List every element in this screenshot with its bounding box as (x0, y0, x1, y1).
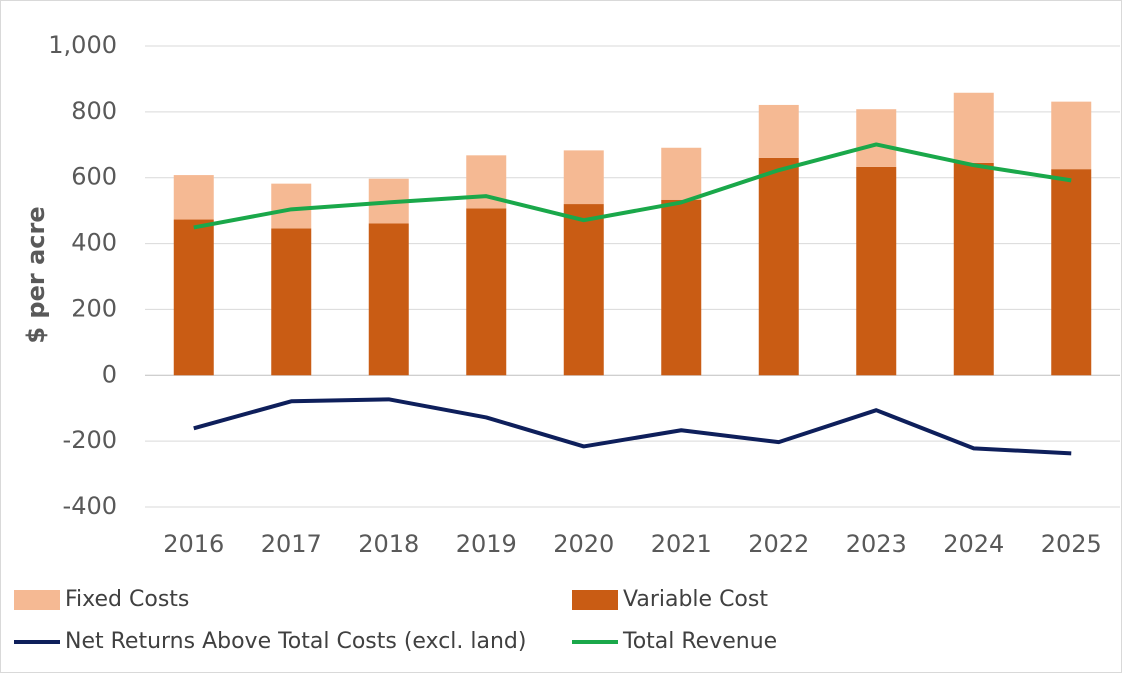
bar (953, 92, 994, 163)
x-tick-label: 2023 (846, 530, 907, 558)
y-tick-label: -200 (63, 426, 117, 454)
legend-swatch (14, 590, 60, 610)
legend-label: Total Revenue (622, 629, 777, 654)
legend-label: Net Returns Above Total Costs (excl. lan… (65, 629, 526, 654)
x-tick-label: 2020 (553, 530, 614, 558)
y-axis-label: $ per acre (22, 206, 50, 343)
y-tick-label: -400 (63, 492, 117, 520)
bar (1051, 169, 1092, 376)
line (193, 397, 1072, 456)
legend-swatch (572, 590, 618, 610)
bar (1051, 101, 1092, 170)
y-tick-label: 0 (102, 360, 117, 388)
bar (271, 228, 312, 376)
y-tick-label: 400 (71, 229, 117, 257)
line (193, 142, 1072, 230)
bar (173, 175, 214, 220)
bar (173, 219, 214, 376)
x-tick-label: 2018 (358, 530, 419, 558)
x-tick-label: 2021 (651, 530, 712, 558)
x-tick-label: 2024 (943, 530, 1004, 558)
bar (661, 147, 702, 200)
bar (758, 104, 799, 158)
y-tick-label: 1,000 (48, 31, 117, 59)
bar (563, 204, 604, 376)
bar (856, 166, 897, 376)
legend-label: Fixed Costs (65, 587, 189, 612)
legend-label: Variable Cost (623, 587, 768, 612)
bar (271, 183, 312, 229)
bar (856, 109, 897, 167)
y-tick-label: 800 (71, 97, 117, 125)
x-tick-label: 2019 (456, 530, 517, 558)
bar (953, 162, 994, 376)
bar (758, 157, 799, 376)
bar (368, 223, 409, 376)
y-tick-label: 600 (71, 163, 117, 191)
x-tick-label: 2017 (261, 530, 322, 558)
x-tick-label: 2025 (1041, 530, 1102, 558)
bar (661, 199, 702, 376)
x-tick-label: 2022 (748, 530, 809, 558)
bar (563, 150, 604, 205)
x-tick-label: 2016 (163, 530, 224, 558)
bar (466, 208, 507, 376)
y-tick-label: 200 (71, 294, 117, 322)
